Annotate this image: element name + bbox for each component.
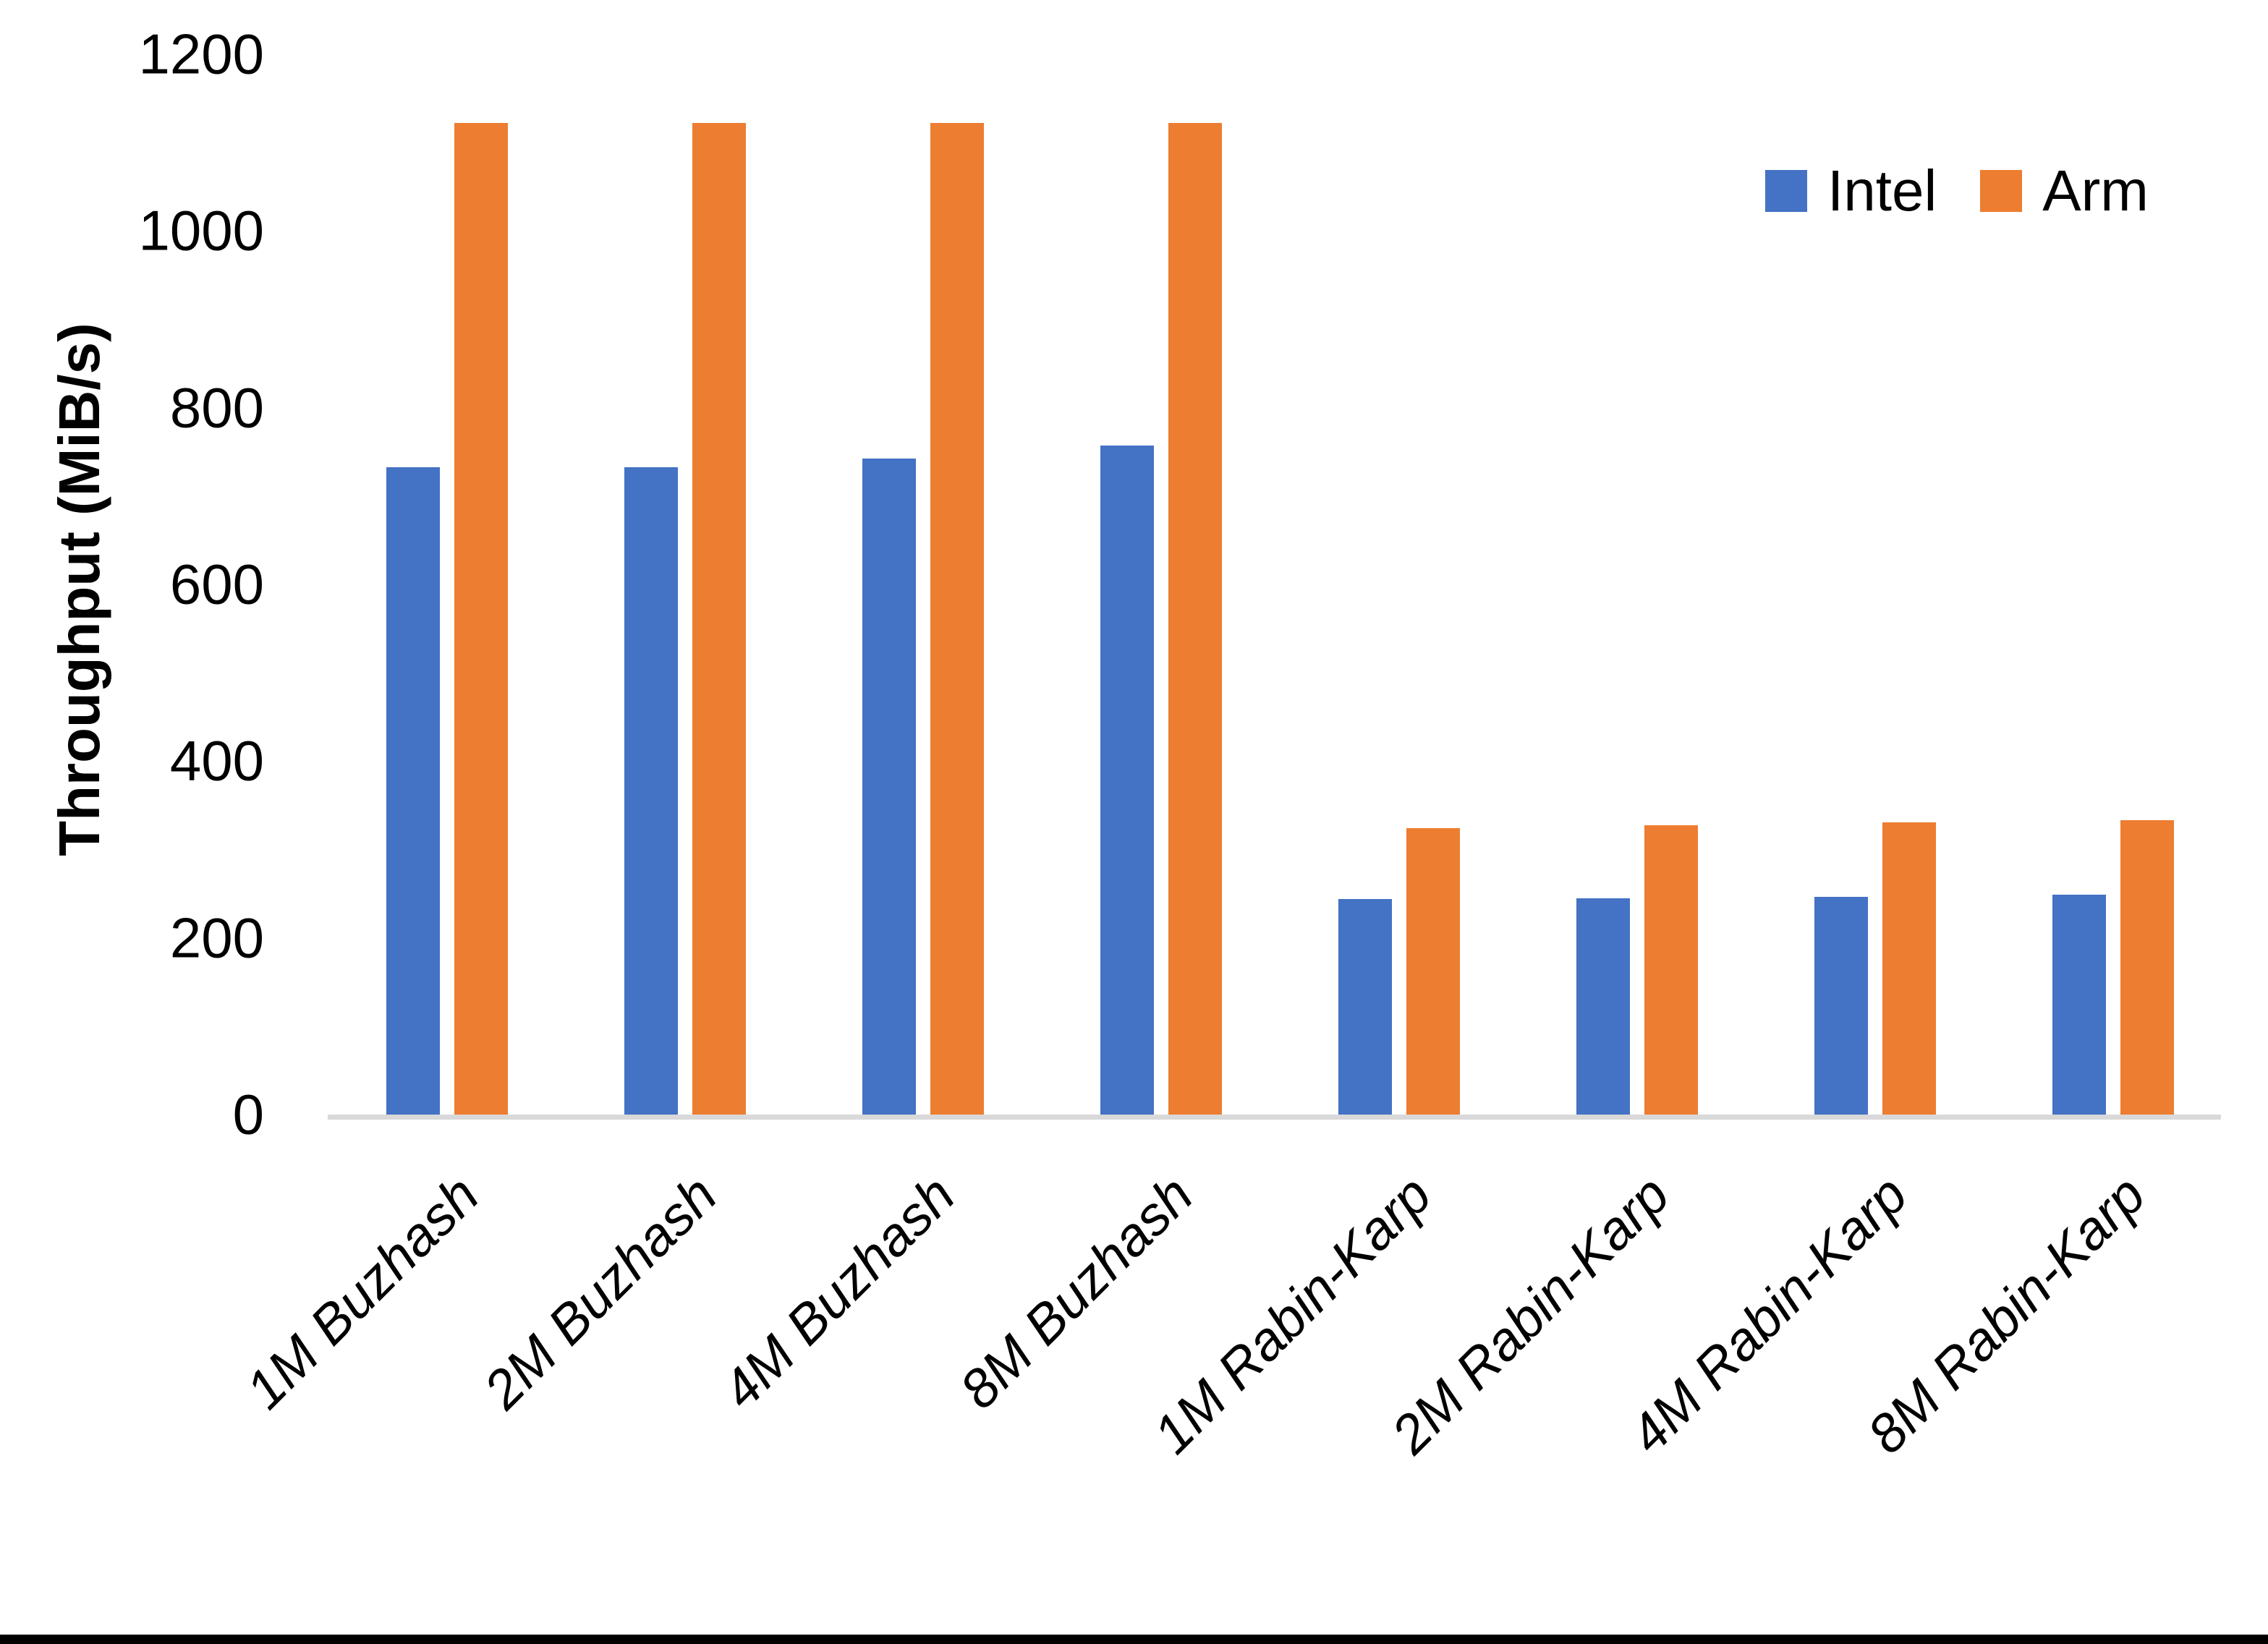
bar-intel-4m-buzhash — [862, 459, 916, 1117]
y-tick-label: 800 — [169, 375, 264, 440]
bar-intel-2m-rabin-karp — [1576, 898, 1630, 1117]
legend-entry-intel: Intel — [1765, 158, 1937, 224]
legend-entry-arm: Arm — [1980, 158, 2149, 224]
x-axis-line — [328, 1115, 2221, 1120]
y-tick-label: 0 — [232, 1082, 264, 1146]
bottom-border — [0, 1635, 2268, 1644]
x-category-label: 2M Buzhash — [472, 1164, 729, 1421]
bar-arm-1m-buzhash — [454, 123, 508, 1117]
y-tick-label: 1000 — [138, 198, 264, 263]
bar-arm-1m-rabin-karp — [1406, 828, 1460, 1117]
bar-arm-8m-rabin-karp — [2120, 820, 2174, 1117]
y-tick-label: 1200 — [138, 22, 264, 86]
y-tick-label: 600 — [169, 552, 264, 616]
bar-intel-2m-buzhash — [624, 467, 678, 1117]
bar-arm-2m-buzhash — [692, 123, 746, 1117]
y-tick-label: 400 — [169, 728, 264, 793]
legend-swatch-arm — [1980, 170, 2023, 212]
bar-intel-8m-rabin-karp — [2052, 895, 2106, 1117]
bar-intel-4m-rabin-karp — [1814, 897, 1868, 1117]
legend-label-intel: Intel — [1827, 158, 1937, 223]
x-category-label: 8M Buzhash — [948, 1164, 1205, 1421]
bar-arm-4m-buzhash — [930, 123, 984, 1117]
y-tick-label: 200 — [169, 906, 264, 970]
bar-intel-1m-buzhash — [386, 467, 440, 1117]
x-category-label: 1M Buzhash — [234, 1164, 490, 1421]
bar-arm-8m-buzhash — [1168, 123, 1222, 1117]
bar-arm-4m-rabin-karp — [1882, 822, 1936, 1117]
legend-swatch-intel — [1765, 170, 1807, 212]
bar-intel-8m-buzhash — [1100, 446, 1154, 1117]
x-category-label: 4M Buzhash — [710, 1164, 967, 1421]
bar-intel-1m-rabin-karp — [1338, 899, 1392, 1117]
bar-arm-2m-rabin-karp — [1644, 825, 1698, 1117]
legend-label-arm: Arm — [2042, 158, 2149, 223]
legend: Intel Arm — [1765, 158, 2149, 224]
